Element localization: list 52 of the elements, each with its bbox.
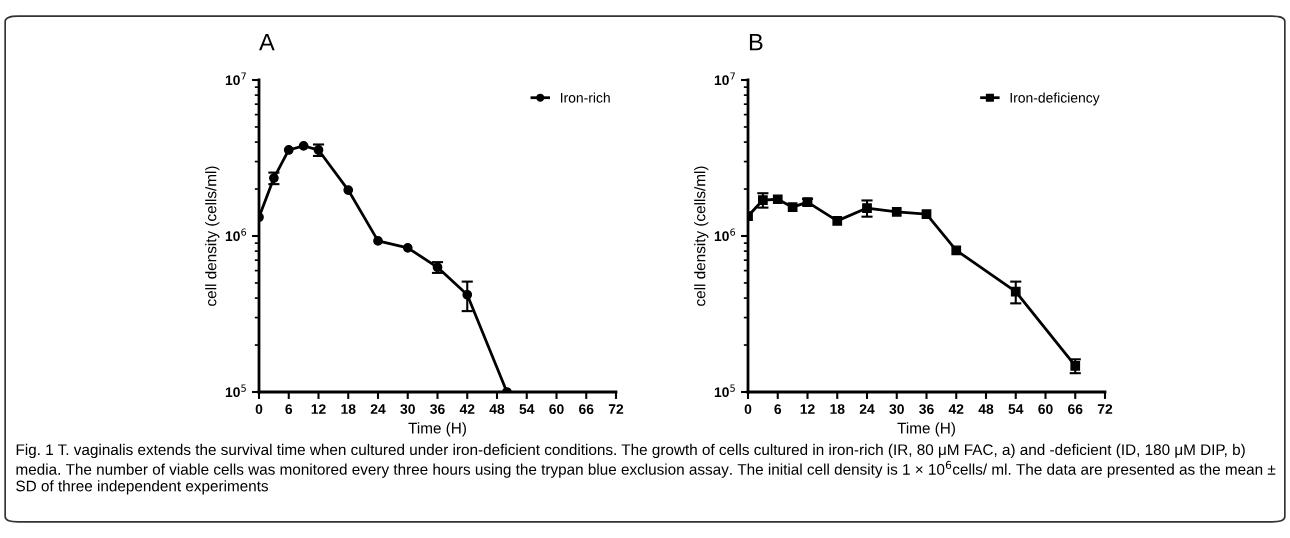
y-tick-label: 10$^{6}$ <box>225 228 247 242</box>
y-tick-label: 10$^{5}$ <box>714 384 735 398</box>
x-tick-label: 6 <box>285 404 293 415</box>
x-tick-label: 66 <box>1068 404 1083 415</box>
point <box>402 242 413 253</box>
point <box>298 141 309 151</box>
point <box>283 145 294 155</box>
x-tick-label: 30 <box>400 404 415 415</box>
x-tick-label: 36 <box>430 404 445 415</box>
x-tick-label: 42 <box>459 404 475 414</box>
x-tick-label: 24 <box>859 404 875 414</box>
point <box>787 202 798 213</box>
point <box>343 185 354 195</box>
y-tick-label: 10$^{6}$ <box>714 228 736 242</box>
x-tick-label: 6 <box>774 404 782 415</box>
point <box>832 216 843 226</box>
point <box>951 245 962 256</box>
x-tick-label: 36 <box>919 404 934 415</box>
y-tick-label: 10$^{7}$ <box>714 72 735 86</box>
x-tick-label: 60 <box>549 404 564 415</box>
legend-label: Iron-rich <box>560 92 610 103</box>
x-tick-label: 60 <box>1038 404 1053 415</box>
x-tick-label: 18 <box>830 404 845 415</box>
point <box>373 236 383 246</box>
x-tick-label: 42 <box>948 404 964 414</box>
x-axis-title: Time (H) <box>408 422 466 437</box>
x-tick-label: 30 <box>889 404 904 415</box>
point <box>921 209 932 220</box>
x-tick-label: 12 <box>311 404 326 414</box>
x-tick-label: 72 <box>1097 404 1113 414</box>
x-tick-label: 18 <box>341 404 356 415</box>
x-tick-label: 48 <box>978 404 994 415</box>
y-tick-label: 10$^{7}$ <box>225 72 246 86</box>
point <box>891 206 902 217</box>
x-tick-label: 0 <box>255 404 263 415</box>
x-tick-label: 48 <box>489 404 505 415</box>
x-tick-label: 72 <box>608 404 624 414</box>
x-tick-label: 54 <box>1008 404 1024 415</box>
legend-label: Iron-deficiency <box>1010 92 1100 106</box>
point <box>772 194 783 205</box>
chart-title: B <box>749 33 763 51</box>
x-tick-label: 12 <box>800 404 815 414</box>
y-tick-label: 10$^{5}$ <box>225 384 246 398</box>
x-tick-label: 24 <box>370 404 386 414</box>
chart-title: A <box>259 33 275 51</box>
x-tick-label: 0 <box>744 404 752 415</box>
y-axis-title: cell density (cells/ml) <box>694 166 709 306</box>
text: Fig. 1 T. vaginalis extends the survival time when cultured under iron-deficient conditions. The growth of cells cultured in iron-rich (IR, 80 μM FAC, a) and -deficient (ID, 180 μM DIP, b) media. The number of viable cells was monitored every three hours using the trypan blue exclusion assay. The initial cell density is 1 × 10$^{6}$cells/ ml. The data are presented as the mean ± SD of three independent experiments <box>16 443 1276 495</box>
x-tick-label: 54 <box>519 404 535 415</box>
y-axis-title: cell density (cells/ml) <box>205 166 220 306</box>
x-tick-label: 66 <box>579 404 594 415</box>
x-axis-title: Time (H) <box>897 422 955 437</box>
